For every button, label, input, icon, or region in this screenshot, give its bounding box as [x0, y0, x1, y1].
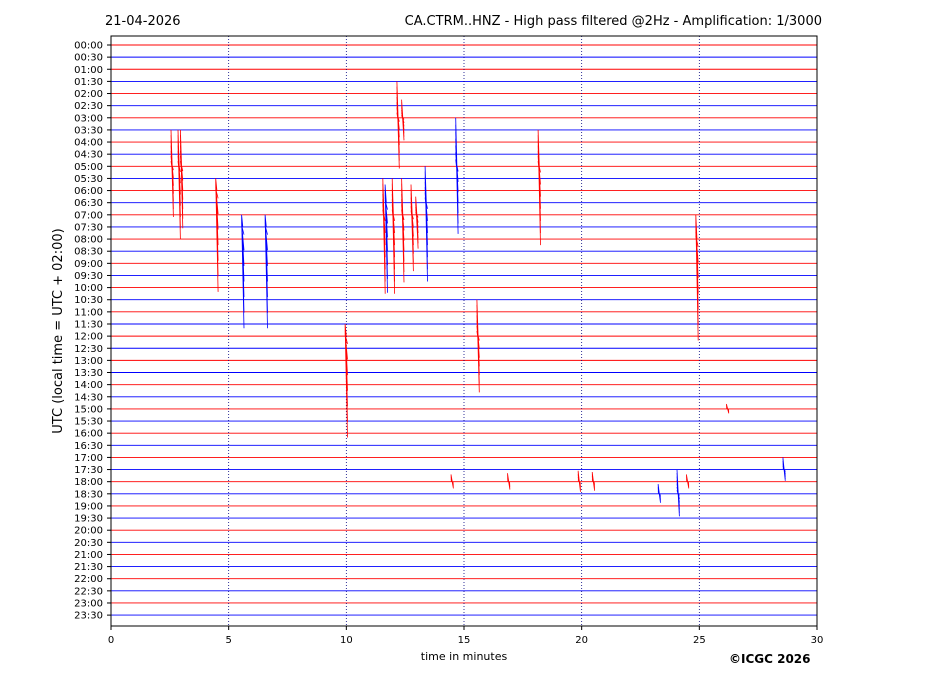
- row-label: 06:00: [74, 186, 103, 197]
- event-burst: [591, 471, 595, 491]
- event-burst: [382, 178, 386, 294]
- row-label: 22:00: [74, 574, 103, 585]
- row-label: 02:30: [74, 101, 103, 112]
- event-burst: [215, 178, 219, 292]
- row-label: 11:30: [74, 319, 103, 330]
- row-label: 09:00: [74, 259, 103, 270]
- event-burst: [241, 214, 245, 329]
- event-burst: [177, 129, 181, 240]
- row-label: 23:30: [74, 611, 103, 622]
- row-label: 00:00: [74, 41, 103, 52]
- row-label: 04:30: [74, 150, 103, 161]
- row-label: 16:00: [74, 429, 103, 440]
- event-burst: [180, 129, 184, 229]
- event-burst: [450, 474, 454, 489]
- vertical-grid: [228, 36, 700, 626]
- row-label: 17:00: [74, 453, 103, 464]
- y-axis-label: UTC (local time = UTC + 02:00): [51, 228, 66, 433]
- event-burst: [476, 299, 480, 393]
- event-burst: [455, 117, 459, 234]
- row-label: 11:00: [74, 307, 103, 318]
- row-label: 21:30: [74, 562, 103, 573]
- row-label: 07:00: [74, 210, 103, 221]
- row-label: 13:30: [74, 368, 103, 379]
- row-label: 10:00: [74, 283, 103, 294]
- row-label: 13:00: [74, 356, 103, 367]
- x-axis-label: time in minutes: [421, 650, 508, 663]
- row-label: 14:00: [74, 380, 103, 391]
- row-label: 18:30: [74, 489, 103, 500]
- row-label: 04:00: [74, 138, 103, 149]
- event-burst: [401, 99, 405, 141]
- chart-title: CA.CTRM..HNZ - High pass filtered @2Hz -…: [405, 14, 822, 29]
- x-tick-label: 15: [458, 635, 471, 646]
- event-burst: [401, 178, 405, 283]
- row-label: 03:00: [74, 113, 103, 124]
- event-burst: [264, 214, 268, 329]
- header-date: 21-04-2026: [105, 14, 181, 29]
- row-label: 08:00: [74, 235, 103, 246]
- x-axis-ticks: 0 5 10 15 20 25 30: [108, 626, 824, 646]
- event-burst: [344, 323, 348, 438]
- event-burst: [415, 196, 419, 249]
- row-label: 09:30: [74, 271, 103, 282]
- row-label: 21:00: [74, 550, 103, 561]
- event-burst: [695, 214, 699, 341]
- row-label: 07:30: [74, 222, 103, 233]
- row-label: 10:30: [74, 295, 103, 306]
- row-label: 16:30: [74, 441, 103, 452]
- row-label: 22:30: [74, 586, 103, 597]
- row-label: 01:30: [74, 77, 103, 88]
- seismic-events: [170, 81, 786, 517]
- x-tick-label: 30: [811, 635, 824, 646]
- row-label: 02:00: [74, 89, 103, 100]
- x-tick-label: 5: [225, 635, 231, 646]
- row-label: 08:30: [74, 247, 103, 258]
- event-burst: [507, 473, 511, 490]
- event-burst: [396, 81, 400, 169]
- row-label: 14:30: [74, 392, 103, 403]
- event-burst: [726, 403, 730, 414]
- row-labels: 00:0000:3001:0001:3002:0002:3003:0003:30…: [74, 41, 111, 622]
- event-burst: [782, 457, 786, 481]
- x-tick-label: 25: [693, 635, 706, 646]
- row-label: 01:00: [74, 65, 103, 76]
- event-burst: [577, 470, 581, 492]
- event-burst: [657, 484, 661, 503]
- row-label: 15:30: [74, 417, 103, 428]
- event-burst: [676, 469, 680, 517]
- event-burst: [170, 129, 174, 218]
- event-burst: [410, 184, 414, 272]
- x-tick-label: 10: [340, 635, 353, 646]
- row-label: 20:00: [74, 526, 103, 537]
- x-tick-label: 0: [108, 635, 114, 646]
- event-burst: [384, 184, 388, 293]
- row-label: 06:30: [74, 198, 103, 209]
- x-tick-label: 20: [575, 635, 588, 646]
- row-label: 18:00: [74, 477, 103, 488]
- event-burst: [424, 166, 428, 282]
- row-label: 20:30: [74, 538, 103, 549]
- row-label: 05:30: [74, 174, 103, 185]
- event-burst: [537, 129, 541, 246]
- row-label: 12:30: [74, 344, 103, 355]
- event-burst: [686, 474, 690, 489]
- row-label: 03:30: [74, 125, 103, 136]
- row-label: 23:00: [74, 598, 103, 609]
- row-label: 19:30: [74, 514, 103, 525]
- row-label: 15:00: [74, 404, 103, 415]
- copyright-text: ©ICGC 2026: [729, 652, 811, 666]
- row-label: 17:30: [74, 465, 103, 476]
- row-label: 00:30: [74, 53, 103, 64]
- event-burst: [391, 178, 395, 294]
- row-label: 12:00: [74, 332, 103, 343]
- row-label: 19:00: [74, 501, 103, 512]
- row-label: 05:00: [74, 162, 103, 173]
